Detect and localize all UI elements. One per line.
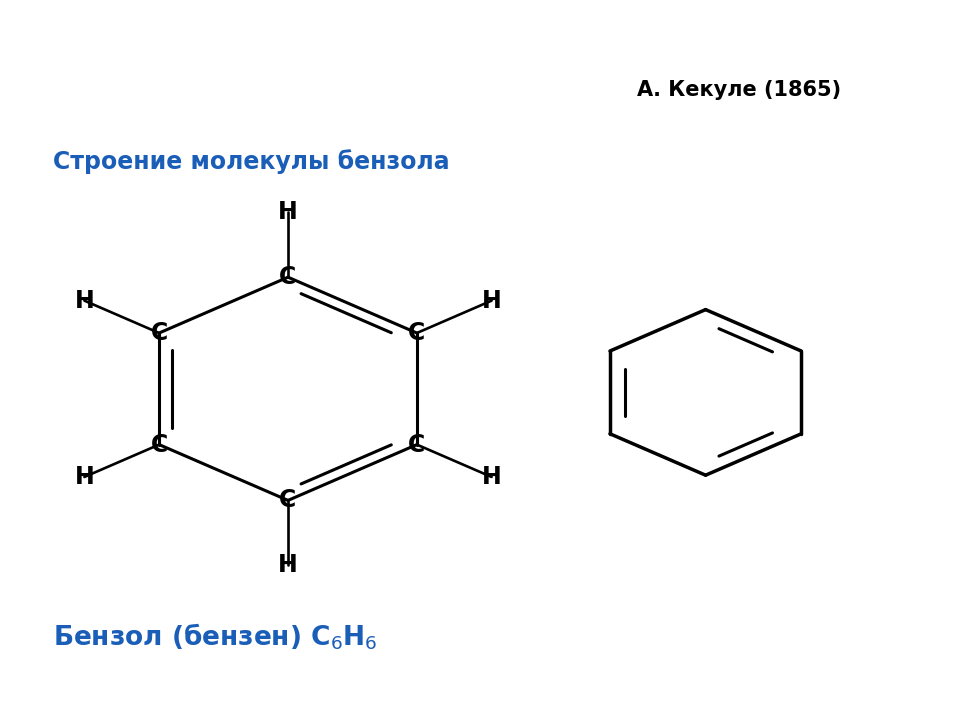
Text: C: C [151, 321, 168, 345]
Text: C: C [151, 433, 168, 456]
Text: А. Кекуле (1865): А. Кекуле (1865) [637, 80, 841, 100]
Text: C: C [279, 265, 297, 289]
Text: H: H [482, 465, 501, 489]
Text: C: C [279, 488, 297, 513]
Text: H: H [278, 553, 298, 577]
Text: H: H [75, 289, 94, 312]
Text: Строение молекулы бензола: Строение молекулы бензола [53, 150, 449, 174]
Text: H: H [482, 289, 501, 312]
Text: H: H [75, 465, 94, 489]
Text: C: C [408, 321, 425, 345]
Text: Бензол (бензен) С$_6$Н$_6$: Бензол (бензен) С$_6$Н$_6$ [53, 622, 377, 652]
Text: H: H [278, 200, 298, 225]
Text: C: C [408, 433, 425, 456]
